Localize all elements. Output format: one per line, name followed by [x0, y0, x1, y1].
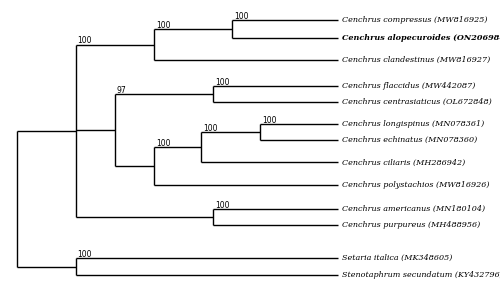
Text: 97: 97 — [116, 86, 126, 95]
Text: Cenchrus longispinus (MN078361): Cenchrus longispinus (MN078361) — [342, 120, 484, 128]
Text: Cenchrus polystachios (MW816926): Cenchrus polystachios (MW816926) — [342, 181, 490, 189]
Text: Cenchrus clandestinus (MW816927): Cenchrus clandestinus (MW816927) — [342, 56, 490, 64]
Text: 100: 100 — [78, 36, 92, 46]
Text: Cenchrus centrasiaticus (OL672848): Cenchrus centrasiaticus (OL672848) — [342, 98, 492, 106]
Text: 100: 100 — [156, 21, 170, 30]
Text: 100: 100 — [156, 139, 170, 148]
Text: 100: 100 — [262, 116, 276, 125]
Text: Cenchrus flaccidus (MW442087): Cenchrus flaccidus (MW442087) — [342, 82, 475, 90]
Text: 100: 100 — [214, 201, 229, 210]
Text: Cenchrus alopecuroides (ON206984): Cenchrus alopecuroides (ON206984) — [342, 34, 500, 41]
Text: 100: 100 — [234, 12, 249, 21]
Text: Setaria italica (MK348605): Setaria italica (MK348605) — [342, 254, 452, 262]
Text: Cenchrus purpureus (MH488956): Cenchrus purpureus (MH488956) — [342, 221, 480, 229]
Text: Cenchrus ciliaris (MH286942): Cenchrus ciliaris (MH286942) — [342, 159, 466, 166]
Text: 100: 100 — [78, 250, 92, 259]
Text: 100: 100 — [214, 78, 229, 87]
Text: 100: 100 — [203, 124, 218, 133]
Text: Cenchrus compressus (MW816925): Cenchrus compressus (MW816925) — [342, 16, 488, 24]
Text: Cenchrus americanus (MN180104): Cenchrus americanus (MN180104) — [342, 205, 485, 213]
Text: Cenchrus echinatus (MN078360): Cenchrus echinatus (MN078360) — [342, 136, 477, 144]
Text: Stenotaphrum secundatum (KY432796): Stenotaphrum secundatum (KY432796) — [342, 271, 500, 279]
